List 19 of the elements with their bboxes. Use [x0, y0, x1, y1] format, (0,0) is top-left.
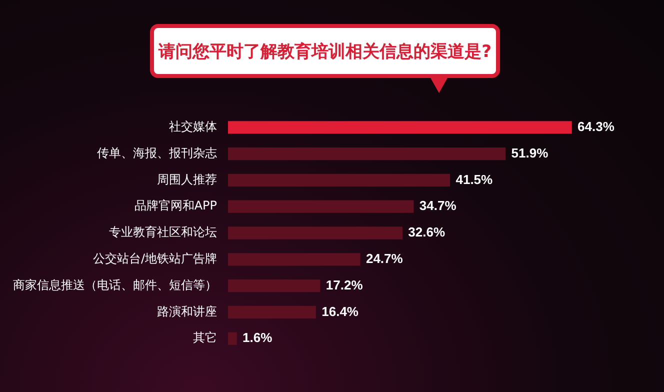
y-tick-label: 传单、海报、报刊杂志 [97, 146, 217, 160]
data-label: 17.2% [326, 277, 364, 292]
y-tick-label: 其它 [193, 330, 217, 345]
y-tick-label: 公交站台/地铁站广告牌 [92, 252, 217, 266]
y-tick-label: 品牌官网和APP [134, 198, 217, 213]
y-tick-label: 商家信息推送（电话、邮件、短信等） [13, 278, 217, 292]
data-label: 34.7% [419, 198, 457, 214]
data-label: 32.6% [408, 224, 446, 240]
y-tick-label: 专业教育社区和论坛 [109, 225, 217, 240]
data-label: 51.9% [511, 145, 549, 160]
y-tick-label: 路演和讲座 [157, 304, 217, 318]
data-label: 41.5% [456, 172, 494, 187]
y-tick-label: 周围人推荐 [157, 172, 217, 186]
data-label: 16.4% [322, 304, 359, 319]
y-tick-label: 社交媒体 [169, 120, 217, 134]
data-label: 24.7% [366, 250, 404, 266]
data-label: 1.6% [242, 330, 273, 346]
chart-title: 请问您平时了解教育培训相关信息的渠道是? [157, 40, 492, 64]
data-label: 64.3% [578, 118, 615, 134]
